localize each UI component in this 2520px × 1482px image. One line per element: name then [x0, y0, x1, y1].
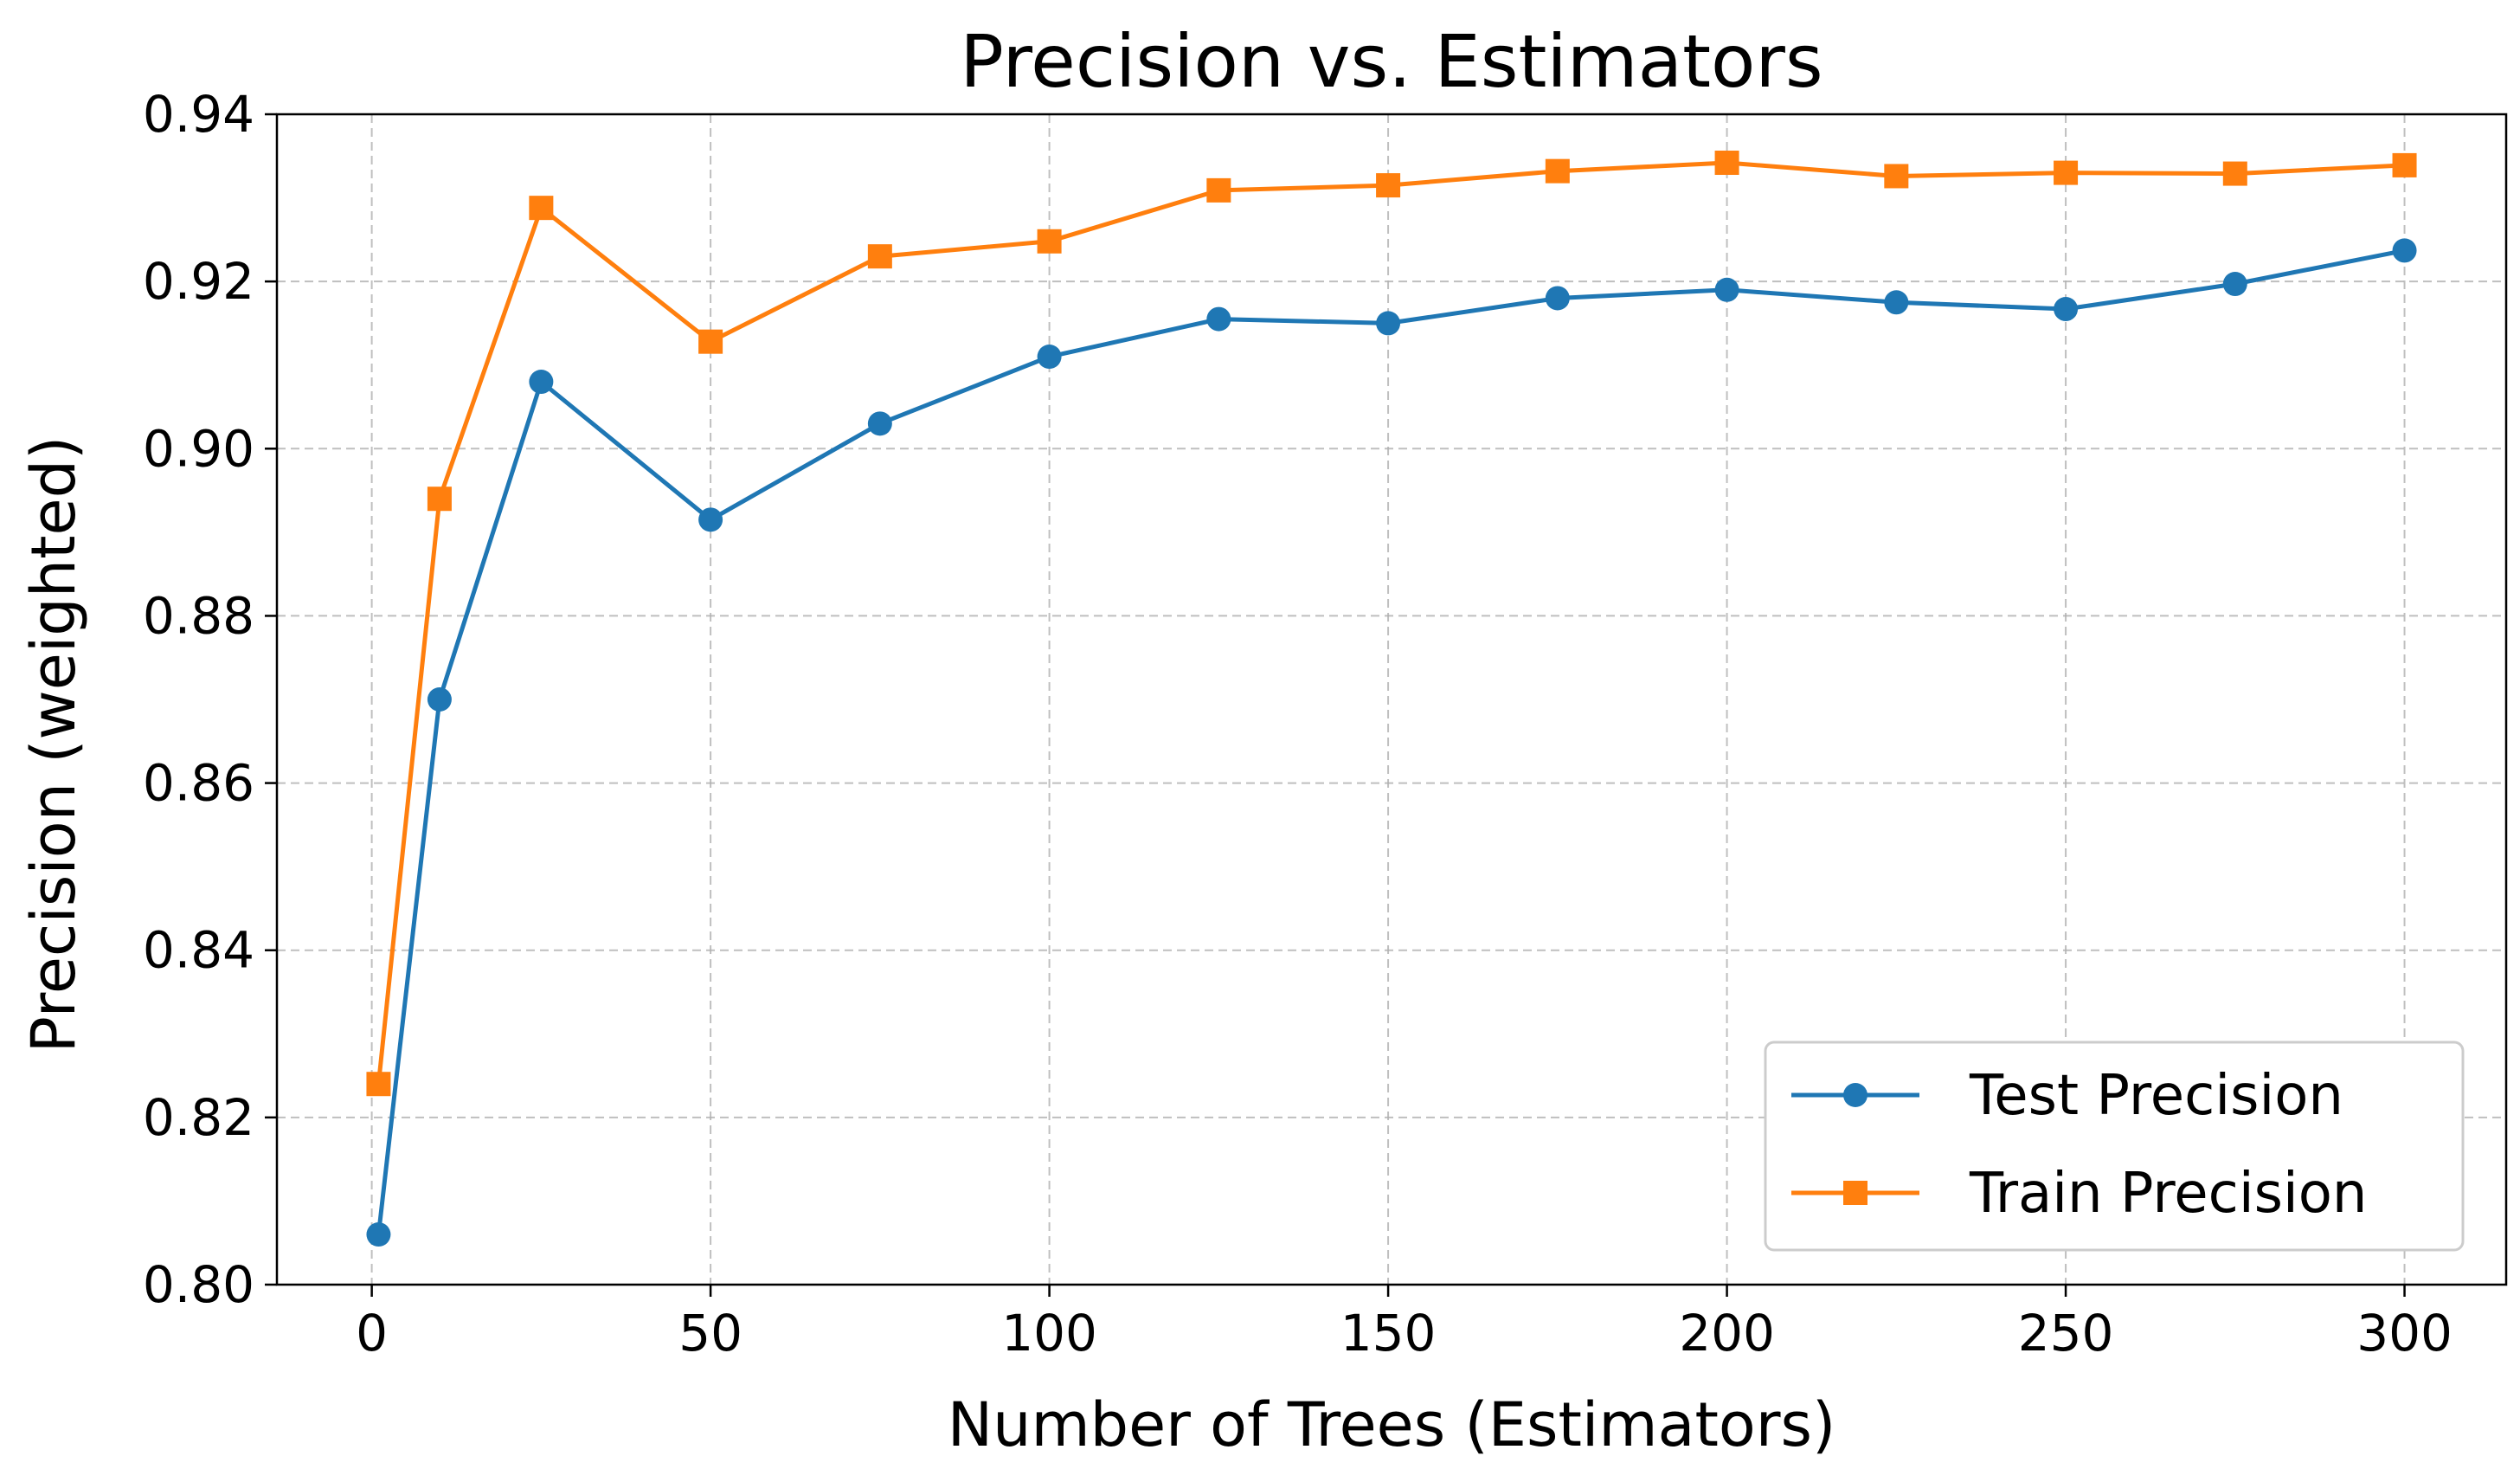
plot-frame [275, 113, 2508, 1286]
data-point [867, 244, 892, 269]
data-point [2222, 272, 2247, 297]
y-tick-label: 0.92 [143, 252, 254, 311]
series-line-train-precision [376, 160, 2405, 1085]
y-tick-label: 0.88 [143, 586, 254, 645]
x-tick-label: 250 [2018, 1304, 2114, 1363]
data-point [1714, 277, 1739, 302]
series-line-test-precision [376, 248, 2406, 1235]
data-point [1206, 177, 1231, 203]
data-point [1884, 290, 1909, 315]
data-point [698, 329, 723, 354]
chart-title: Precision vs. Estimators [960, 19, 1822, 104]
data-point [1884, 164, 1909, 189]
series-layer [366, 151, 2417, 1247]
data-point [1037, 229, 1062, 254]
data-point [2054, 160, 2079, 185]
legend-train-label: Train Precision [1969, 1162, 2367, 1226]
data-point [1376, 311, 1401, 336]
legend: Test Precision Train Precision [1764, 1041, 2465, 1252]
data-point [1545, 286, 1570, 311]
data-point [1545, 158, 1570, 184]
series-train-precision [366, 151, 2417, 1097]
legend-train-marker [1843, 1181, 1868, 1205]
data-point [427, 687, 452, 712]
series-test-precision [366, 238, 2417, 1247]
data-point [1714, 151, 1739, 176]
legend-box [1764, 1041, 2465, 1252]
data-point [698, 507, 723, 532]
data-point [1037, 345, 1062, 370]
data-point [2222, 161, 2247, 186]
data-point [867, 411, 892, 436]
data-point [2392, 238, 2417, 263]
y-axis-title: Precision (weighted) [18, 436, 89, 1054]
data-point [529, 370, 554, 395]
y-tick-label: 0.86 [143, 754, 254, 813]
data-point [366, 1072, 391, 1097]
legend-test-label: Test Precision [1969, 1064, 2343, 1128]
data-point [366, 1222, 391, 1247]
y-tick-label: 0.80 [143, 1255, 254, 1314]
x-tick-label: 100 [1001, 1304, 1097, 1363]
data-point [2054, 297, 2079, 322]
y-tick-label: 0.90 [143, 419, 254, 478]
x-tick-label: 0 [356, 1304, 388, 1363]
data-point [2392, 152, 2417, 177]
x-tick-label: 300 [2356, 1304, 2452, 1363]
y-tick-label: 0.94 [143, 85, 254, 144]
y-tick-label: 0.84 [143, 921, 254, 980]
data-point [1376, 173, 1401, 198]
x-tick-label: 50 [678, 1304, 742, 1363]
data-point [1206, 306, 1231, 332]
axis-ticks: 0 50 100 150 200 250 300 0.80 0.82 0.84 0.86 0.88 0.… [143, 85, 2452, 1363]
x-tick-label: 200 [1679, 1304, 1775, 1363]
data-point [427, 486, 452, 512]
legend-test-marker [1843, 1083, 1868, 1107]
y-tick-label: 0.82 [143, 1088, 254, 1147]
x-tick-label: 150 [1340, 1304, 1437, 1363]
data-point [529, 196, 554, 221]
x-axis-title: Number of Trees (Estimators) [948, 1389, 1836, 1460]
